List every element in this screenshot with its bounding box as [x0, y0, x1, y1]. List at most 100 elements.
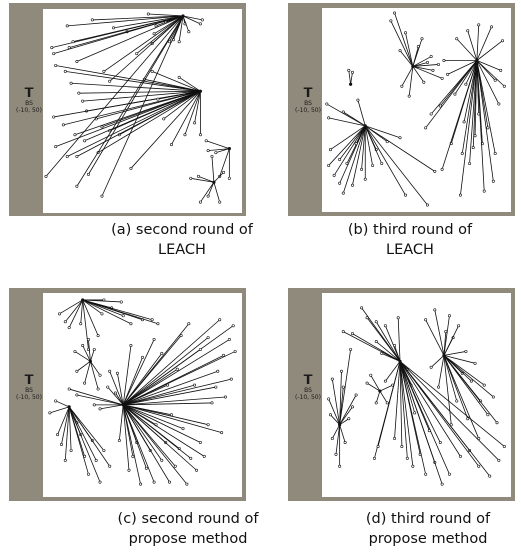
cluster-link [476, 60, 496, 154]
cluster-link [412, 66, 443, 79]
cluster-link [122, 349, 201, 406]
cluster-link [136, 15, 184, 54]
cluster-link [200, 182, 215, 203]
cluster-link [71, 82, 201, 92]
sensor-node [328, 413, 332, 417]
cluster-link [123, 402, 212, 406]
antenna-icon: 𝗧 [24, 86, 34, 101]
sensor-node [67, 387, 71, 391]
sensor-node [98, 480, 102, 484]
sensor-node [183, 133, 187, 137]
cluster-link [198, 175, 215, 183]
sensor-node [198, 133, 202, 137]
cluster-link [76, 15, 184, 187]
cluster-link [82, 299, 122, 303]
cluster-link [333, 125, 366, 176]
cluster-link [394, 361, 401, 439]
cluster-link [118, 404, 124, 441]
sensor-node [160, 351, 164, 355]
sensor-node [75, 59, 79, 63]
sensor-node [54, 145, 58, 149]
cluster-link [123, 370, 218, 406]
sensor-node [195, 468, 199, 472]
sensor-node [341, 110, 345, 114]
sensor-node [63, 458, 67, 462]
cluster-head [67, 405, 71, 409]
cluster-link [364, 125, 406, 196]
cluster-link [74, 90, 201, 136]
sensor-node [96, 387, 100, 391]
sensor-node [354, 393, 358, 397]
base-station: 𝗧 BS (-10, 50) [12, 374, 46, 401]
bs-coord: (-10, 50) [16, 394, 42, 401]
sensor-node [83, 139, 87, 143]
cluster-link [122, 339, 155, 406]
sensor-node [233, 349, 237, 353]
sensor-node [187, 322, 191, 326]
sensor-node [350, 183, 354, 187]
sensor-node [115, 371, 119, 375]
sensor-field [43, 9, 242, 213]
cluster-link [330, 125, 366, 150]
sensor-node [152, 32, 156, 36]
cluster-link [461, 60, 478, 154]
cluster-link [343, 331, 401, 362]
cluster-link [330, 414, 340, 425]
sensor-node [468, 161, 472, 165]
cluster-link [339, 349, 352, 425]
cluster-link [443, 355, 480, 439]
sensor-node [86, 338, 90, 342]
bs-coord: (-10, 50) [295, 107, 321, 114]
sensor-node [75, 393, 79, 397]
cluster-link [397, 317, 401, 362]
cluster-link [447, 60, 478, 75]
cluster-link [443, 355, 469, 419]
sensor-node [360, 167, 364, 171]
cluster-link [399, 361, 416, 413]
sensor-field [322, 293, 511, 497]
cluster-link [350, 72, 353, 85]
cluster-link [151, 71, 201, 92]
sensor-node [187, 30, 191, 34]
cluster-link [476, 60, 500, 105]
cluster-link [122, 404, 130, 471]
sensor-node [204, 139, 208, 143]
sensor-node [458, 454, 462, 458]
cluster-link [61, 406, 70, 445]
sensor-node [67, 326, 71, 330]
sensor-node [108, 369, 112, 373]
sensor-node [327, 397, 331, 401]
cluster-link [476, 40, 503, 61]
cluster-link [59, 299, 83, 315]
cluster-link [370, 374, 381, 392]
cluster-link [67, 90, 201, 157]
sensor-node [156, 322, 160, 326]
caption-d: (d) third round of propose method [338, 509, 518, 549]
cluster-link [476, 26, 492, 61]
sensor-node [75, 184, 79, 188]
sensor-node [150, 69, 154, 73]
cluster-link [412, 66, 425, 83]
cluster-link [207, 182, 215, 197]
sensor-node [206, 423, 210, 427]
cluster-link [178, 15, 184, 42]
sensor-node [447, 472, 451, 476]
sensor-node [380, 351, 384, 355]
sensor-node [119, 300, 123, 304]
sensor-node [497, 102, 501, 106]
cluster-link [412, 38, 423, 67]
cluster-link [366, 382, 381, 392]
cluster-link [123, 386, 216, 406]
cluster-link [401, 66, 414, 87]
cluster-link [122, 335, 182, 406]
sensor-node [173, 464, 177, 468]
sensor-node [495, 421, 499, 425]
sensor-node [449, 423, 453, 427]
cluster-head [363, 124, 367, 128]
sensor-node [350, 70, 354, 74]
sensor-node [393, 437, 397, 441]
sensor-node [229, 377, 233, 381]
sensor-node [429, 55, 433, 59]
sensor-node [460, 152, 464, 156]
sensor-node [334, 452, 338, 456]
